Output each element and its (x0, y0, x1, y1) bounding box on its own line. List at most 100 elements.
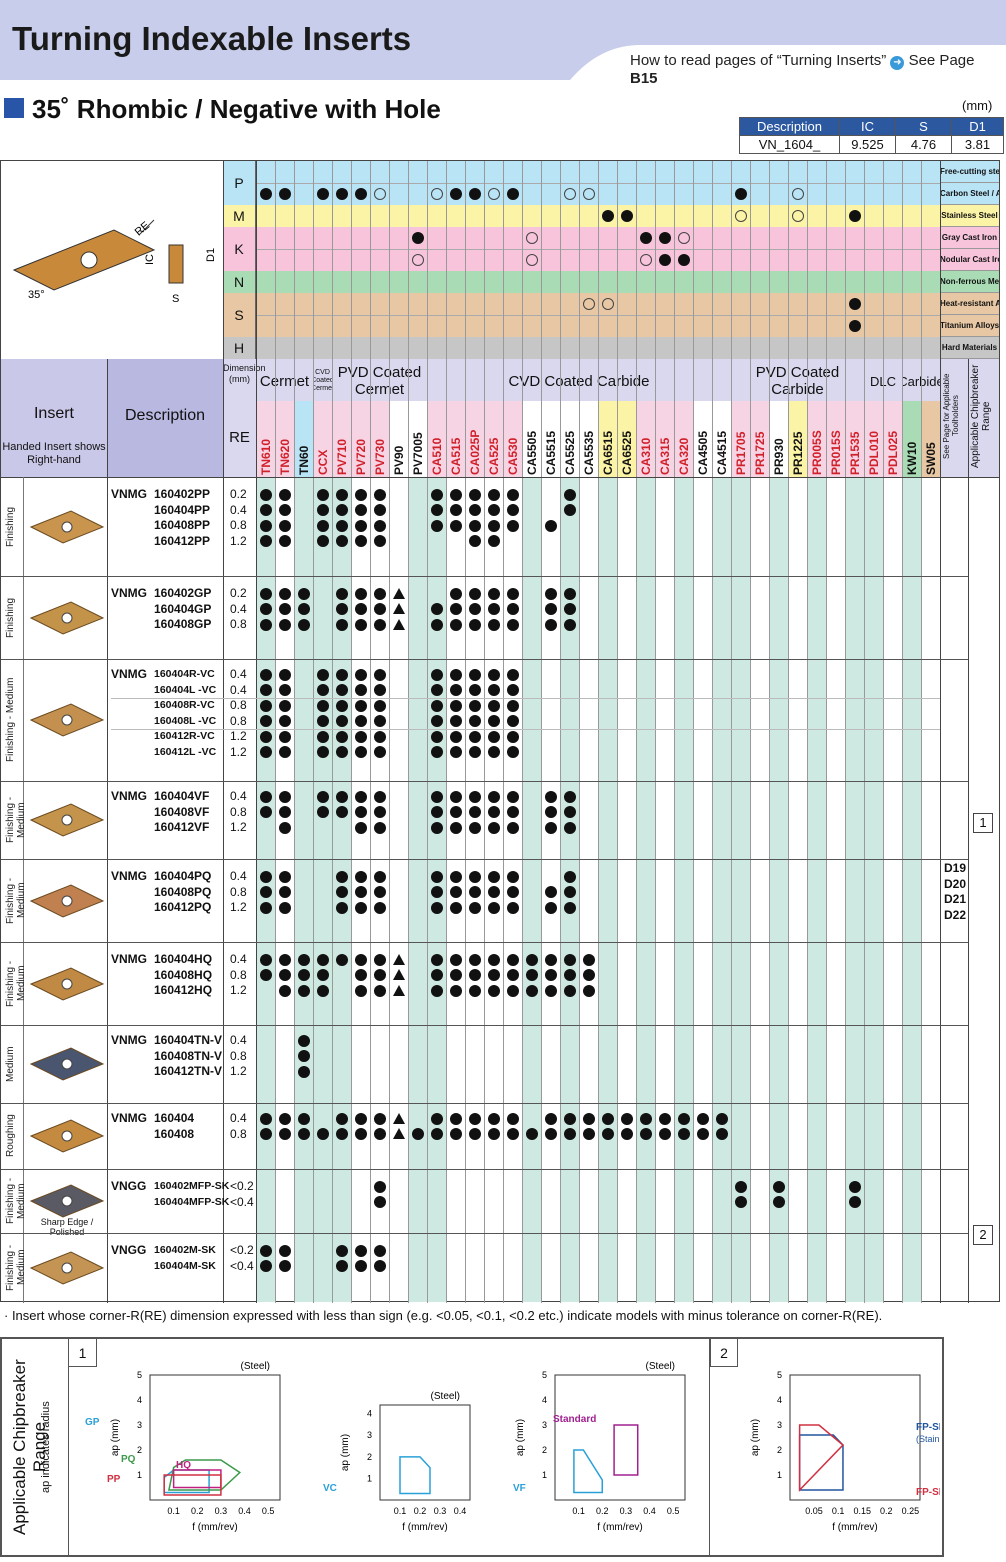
dot-mark (468, 790, 481, 803)
dot-mark (487, 870, 500, 883)
column-shade (637, 478, 655, 1302)
dot-mark (354, 699, 367, 712)
footnote: · Insert whose corner-R(RE) dimension ex… (4, 1308, 883, 1323)
spec-value: 3.81 (951, 135, 1004, 154)
dot-mark (506, 188, 519, 200)
dot-mark (259, 587, 272, 600)
material-band-N (223, 271, 941, 293)
dot-mark (373, 715, 386, 728)
dot-mark (468, 984, 481, 997)
dot-mark (487, 886, 500, 899)
dot-mark (468, 953, 481, 966)
grade-ca5535: CA5535 (582, 430, 596, 475)
x-tick: 0.1 (394, 1506, 407, 1516)
divider (940, 161, 941, 1303)
x-tick: 0.1 (167, 1506, 180, 1516)
grade-ca5505: CA5505 (525, 430, 539, 475)
dot-mark (354, 984, 367, 997)
dot-mark (259, 618, 272, 631)
re-values: 0.2 0.4 0.8 1.2 (230, 487, 247, 548)
dot-mark (449, 488, 462, 501)
dot-mark (468, 684, 481, 697)
description-header-bg (107, 359, 223, 477)
dot-mark (468, 618, 481, 631)
divider (111, 729, 940, 730)
range-box-1: 1 (69, 1339, 97, 1367)
material-name: Non-ferrous Metals (940, 271, 999, 293)
howto-link[interactable]: How to read pages of “Turning Inserts” ➜… (630, 52, 1006, 87)
dot-mark (259, 603, 272, 616)
dot-mark (259, 504, 272, 517)
application-label: Finishing - Medium (5, 1244, 27, 1291)
dot-mark (544, 603, 557, 616)
handed-note: Handed Insert shows Right-hand (2, 441, 106, 466)
insert-descriptions: 160404TN-V 160408TN-V 160412TN-V (154, 1033, 223, 1078)
dot-mark (297, 1065, 310, 1078)
dot-mark (639, 1128, 652, 1141)
dot-mark (316, 790, 329, 803)
dot-mark (506, 984, 519, 997)
chart-xlabel: f (mm/rev) (402, 1522, 448, 1533)
col-divider (845, 161, 846, 1303)
dot-mark (582, 953, 595, 966)
series-label: FP-SK,SK (916, 1487, 940, 1498)
triangle-mark (392, 1112, 405, 1124)
dot-mark (468, 668, 481, 681)
grade-tn610: TN610 (259, 438, 273, 475)
dot-mark (278, 730, 291, 743)
dot-mark (506, 901, 519, 914)
dot-mark (278, 886, 291, 899)
dot-mark (259, 1260, 272, 1273)
material-name: Heat-resistant Alloys (940, 293, 999, 315)
dot-mark (316, 730, 329, 743)
insert-code: VNMG (111, 869, 147, 883)
dot-mark (544, 984, 557, 997)
application-label: Finishing - Medium (5, 796, 27, 844)
material-name: Gray Cast Iron (940, 227, 999, 249)
y-tick: 4 (137, 1395, 142, 1405)
x-tick: 0.2 (596, 1506, 609, 1516)
dot-mark (278, 969, 291, 982)
dot-mark (487, 684, 500, 697)
chipbreaker-charts: (Steel) f (mm/rev) ap (mm) 0.1 0.2 0.3 0.4 0.5 1… (85, 1361, 940, 1533)
dot-mark (335, 730, 348, 743)
chart-xlabel: f (mm/rev) (597, 1522, 643, 1533)
series-label: VC (323, 1483, 337, 1494)
dot-mark (297, 1034, 310, 1047)
x-tick: 0.4 (238, 1506, 251, 1516)
dot-mark (563, 806, 576, 819)
dot-mark (601, 1128, 614, 1141)
x-tick: 0.1 (832, 1506, 845, 1516)
dot-mark (506, 618, 519, 631)
page-title: Turning Indexable Inserts (12, 20, 412, 57)
dot-mark (354, 519, 367, 532)
dot-mark (468, 188, 481, 200)
y-tick: 2 (777, 1445, 782, 1455)
dot-mark (506, 790, 519, 803)
material-code-P: P (223, 161, 256, 205)
row-divider (1, 576, 968, 577)
x-tick: 0.3 (434, 1506, 447, 1516)
application-label: Medium (5, 1046, 16, 1082)
dot-mark (278, 821, 291, 834)
triangle-mark (392, 984, 405, 996)
col-divider (769, 161, 770, 1303)
dot-mark (354, 870, 367, 883)
dot-mark (354, 488, 367, 501)
dot-mark (316, 969, 329, 982)
dot-mark (848, 298, 861, 310)
dot-mark (373, 684, 386, 697)
y-tick: 5 (542, 1370, 547, 1380)
dot-mark (297, 618, 310, 631)
col-divider (522, 161, 523, 1303)
insert-descriptions: 160404HQ 160408HQ 160412HQ (154, 952, 213, 997)
dot-mark (506, 1112, 519, 1125)
material-name: Titanium Alloys (940, 315, 999, 337)
grade-header-bg (332, 401, 351, 477)
chipbreaker-range-title: Applicable Chipbreaker Range (10, 1359, 49, 1535)
x-tick: 0.2 (880, 1506, 893, 1516)
dot-mark (734, 188, 747, 200)
see-page-label: See Page (908, 52, 975, 69)
dot-mark (772, 1196, 785, 1209)
col-divider (370, 161, 371, 1303)
